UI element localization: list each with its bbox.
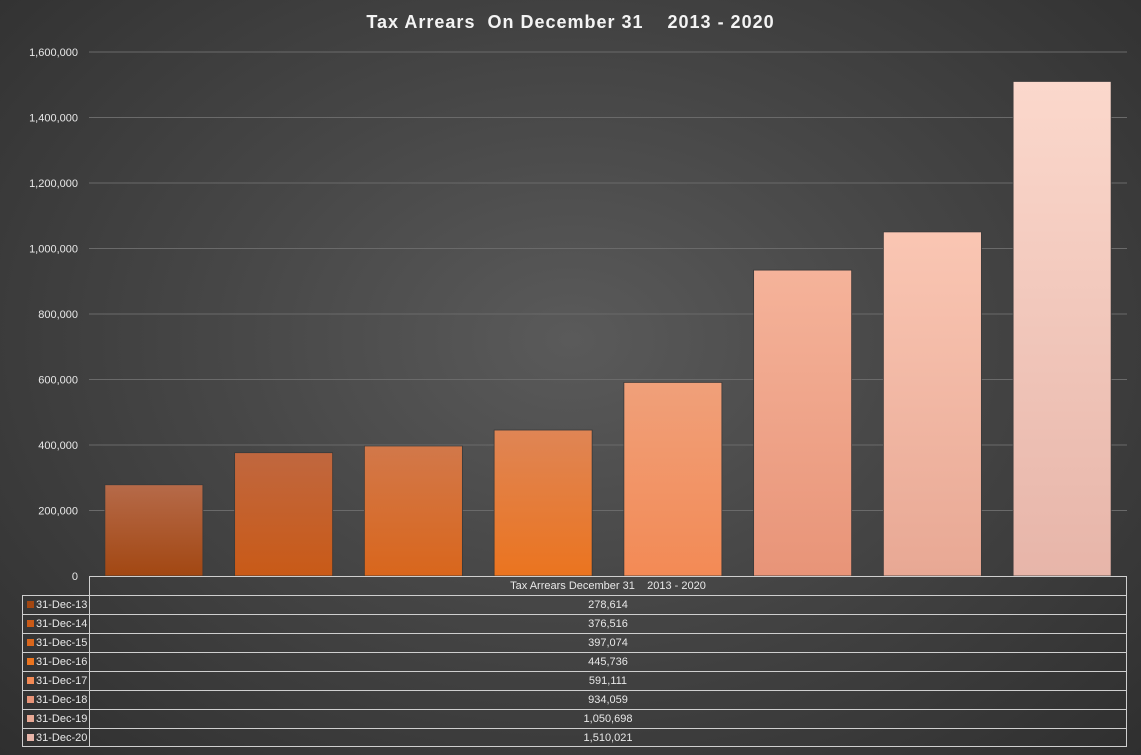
table-row-label: 31-Dec-20: [22, 728, 90, 747]
y-tick-label: 600,000: [38, 375, 78, 387]
y-tick-label: 1,200,000: [29, 178, 78, 190]
legend-key-icon: [27, 715, 34, 722]
legend-key-icon: [27, 639, 34, 646]
bar-31-Dec-14: [234, 452, 334, 577]
value-label: 1,050,698: [89, 709, 1127, 728]
chart-title: Tax Arrears On December 31 2013 - 2020: [366, 12, 775, 32]
data-table: Tax Arrears December 31 2013 - 2020 31-D…: [22, 576, 1127, 747]
bar-31-Dec-18: [753, 269, 853, 577]
bar-31-Dec-13: [104, 484, 204, 577]
bar-31-Dec-17: [623, 382, 723, 577]
table-row-label: 31-Dec-15: [22, 633, 90, 652]
table-row: 31-Dec-19 1,050,698: [22, 709, 1127, 728]
value-label: 1,510,021: [89, 728, 1127, 747]
legend-key-icon: [27, 696, 34, 703]
table-row: 31-Dec-18 934,059: [22, 690, 1127, 709]
category-label: 31-Dec-15: [36, 637, 88, 649]
table-row: 31-Dec-15 397,074: [22, 633, 1127, 652]
y-tick-label: 800,000: [38, 309, 78, 321]
legend-key-icon: [27, 620, 34, 627]
y-tick-label: 0: [72, 571, 78, 580]
category-label: 31-Dec-20: [36, 732, 88, 744]
value-label: 376,516: [89, 614, 1127, 633]
value-label: 445,736: [89, 652, 1127, 671]
value-label: 397,074: [89, 633, 1127, 652]
value-label: 278,614: [89, 595, 1127, 614]
bar-31-Dec-20: [1012, 81, 1112, 577]
y-axis-tick-labels: 0 200,000 400,000 600,000 800,000 1,000,000 1,…: [29, 47, 78, 580]
table-row: 31-Dec-14 376,516: [22, 614, 1127, 633]
category-label: 31-Dec-13: [36, 599, 88, 611]
category-label: 31-Dec-17: [36, 675, 88, 687]
table-row-label: 31-Dec-17: [22, 671, 90, 690]
table-row: 31-Dec-13 278,614: [22, 595, 1127, 614]
category-label: 31-Dec-14: [36, 618, 88, 630]
legend-key-icon: [27, 677, 34, 684]
category-label: 31-Dec-19: [36, 713, 88, 725]
bar-31-Dec-19: [882, 231, 982, 577]
data-table-header: Tax Arrears December 31 2013 - 2020: [89, 576, 1127, 595]
table-row: 31-Dec-17 591,111: [22, 671, 1127, 690]
value-label: 591,111: [89, 671, 1127, 690]
legend-key-icon: [27, 658, 34, 665]
y-tick-label: 1,400,000: [29, 113, 78, 125]
chart-plot: 0 200,000 400,000 600,000 800,000 1,000,000 1,…: [29, 47, 1127, 580]
bar-31-Dec-16: [493, 429, 593, 577]
table-row-label: 31-Dec-19: [22, 709, 90, 728]
category-label: 31-Dec-18: [36, 694, 88, 706]
legend-key-icon: [27, 734, 34, 741]
bars: [104, 81, 1112, 577]
y-tick-label: 1,600,000: [29, 47, 78, 59]
category-label: 31-Dec-16: [36, 656, 88, 668]
y-tick-label: 1,000,000: [29, 244, 78, 256]
table-row-label: 31-Dec-13: [22, 595, 90, 614]
table-row: 31-Dec-20 1,510,021: [22, 728, 1127, 747]
table-row-label: 31-Dec-14: [22, 614, 90, 633]
legend-key-icon: [27, 601, 34, 608]
y-tick-label: 400,000: [38, 440, 78, 452]
y-tick-label: 200,000: [38, 506, 78, 518]
value-label: 934,059: [89, 690, 1127, 709]
table-row-label: 31-Dec-16: [22, 652, 90, 671]
table-row-label: 31-Dec-18: [22, 690, 90, 709]
table-row: 31-Dec-16 445,736: [22, 652, 1127, 671]
bar-31-Dec-15: [363, 445, 463, 577]
